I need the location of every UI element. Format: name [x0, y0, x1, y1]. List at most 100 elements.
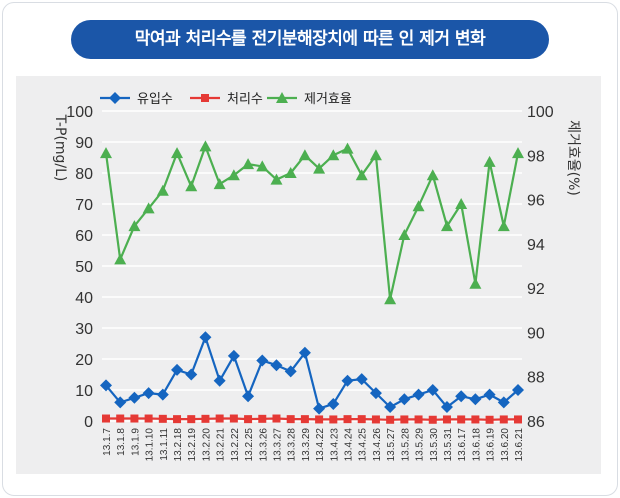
data-point-marker — [185, 368, 198, 381]
data-point-marker — [270, 359, 283, 372]
chart-title: 막여과 처리수를 전기분해장치에 따른 인 제거 변화 — [71, 20, 549, 59]
x-tick-label: 13.6.17 — [457, 428, 468, 462]
data-point-marker — [485, 415, 494, 424]
data-point-marker — [201, 94, 209, 102]
right-axis-title: 제거효율(%) — [565, 120, 581, 196]
series-처리수 — [102, 414, 522, 424]
x-tick-label: 13.5.31 — [443, 428, 454, 462]
x-tick-label: 13.4.23 — [329, 428, 340, 462]
legend-item: 처리수 — [190, 92, 263, 107]
x-tick-label: 13.4.24 — [344, 428, 355, 462]
x-tick-label: 13.2.20 — [201, 428, 212, 462]
data-point-marker — [483, 388, 496, 401]
data-point-marker — [469, 393, 482, 406]
x-tick-label: 13.1.9 — [130, 428, 141, 456]
data-point-marker — [199, 331, 212, 344]
x-tick-label: 13.1.7 — [102, 428, 113, 456]
data-point-marker — [128, 220, 141, 232]
data-point-marker — [371, 415, 380, 424]
data-point-marker — [315, 415, 324, 424]
x-tick-label: 13.6.19 — [486, 428, 497, 462]
data-point-marker — [471, 415, 480, 424]
data-point-marker — [156, 388, 169, 401]
data-point-marker — [440, 401, 453, 414]
data-point-marker — [455, 390, 468, 403]
series-제거효율 — [100, 140, 524, 305]
series-line — [105, 336, 519, 410]
x-tick-label: 13.1.10 — [145, 428, 156, 462]
data-point-marker — [514, 415, 522, 424]
data-point-marker — [512, 147, 524, 159]
data-point-marker — [144, 414, 153, 423]
data-point-marker — [298, 346, 311, 359]
series-유입수 — [100, 331, 524, 415]
left-tick-label: 30 — [75, 321, 93, 338]
data-point-marker — [213, 374, 226, 387]
data-point-marker — [242, 158, 255, 170]
data-point-marker — [116, 414, 125, 423]
data-point-marker — [270, 173, 283, 185]
data-point-marker — [227, 349, 240, 362]
right-tick-label: 100 — [527, 104, 554, 121]
data-point-marker — [398, 229, 411, 240]
data-point-marker — [171, 363, 184, 376]
x-tick-label: 13.1.8 — [116, 428, 127, 456]
data-point-marker — [102, 414, 110, 423]
gridlines — [102, 110, 522, 422]
data-point-marker — [327, 149, 340, 161]
left-axis-title: T-P(mg/L) — [52, 114, 68, 182]
x-tick-label: 13.2.25 — [244, 428, 255, 462]
right-tick-label: 88 — [527, 370, 545, 387]
data-point-marker — [256, 354, 269, 367]
left-tick-label: 0 — [84, 414, 93, 431]
data-point-marker — [156, 184, 169, 196]
data-point-marker — [426, 169, 439, 181]
x-tick-label: 13.2.19 — [187, 428, 198, 462]
data-point-marker — [355, 169, 368, 181]
x-tick-label: 13.5.29 — [415, 428, 426, 462]
data-point-marker — [412, 388, 425, 401]
data-point-marker — [329, 415, 338, 424]
data-point-marker — [327, 397, 340, 410]
data-point-marker — [469, 277, 482, 289]
x-tick-label: 13.3.28 — [287, 428, 298, 462]
data-point-marker — [313, 402, 326, 415]
x-tick-label: 13.2.22 — [230, 428, 241, 462]
left-tick-label: 50 — [75, 259, 93, 276]
data-point-marker — [313, 162, 326, 174]
data-point-marker — [128, 391, 141, 404]
data-point-marker — [142, 202, 155, 214]
x-tick-label: 13.6.18 — [471, 428, 482, 462]
legend-item: 제거효율 — [267, 92, 352, 107]
x-tick-label: 13.3.27 — [272, 428, 283, 462]
data-point-marker — [369, 387, 382, 400]
data-point-marker — [187, 415, 196, 424]
legend: 유입수 처리수 제거효율 — [100, 92, 352, 107]
x-tick-label: 13.1.11 — [159, 428, 170, 461]
data-point-marker — [213, 178, 226, 190]
data-point-marker — [497, 220, 510, 232]
x-tick-label: 13.6.20 — [500, 428, 511, 462]
data-point-marker — [341, 142, 354, 154]
left-tick-label: 10 — [75, 383, 93, 400]
x-tick-label: 13.2.18 — [173, 428, 184, 462]
legend-item: 유입수 — [100, 92, 173, 107]
data-point-marker — [284, 167, 297, 178]
x-tick-label: 13.5.27 — [386, 428, 397, 462]
x-tick-label: 13.6.21 — [514, 428, 525, 462]
x-tick-label: 13.3.29 — [301, 428, 312, 462]
x-axis-labels: 13.1.7 13.1.8 13.1.9 13.1.10 13.1.11 13.2.18 1… — [102, 428, 525, 462]
left-tick-label: 100 — [66, 104, 93, 121]
data-point-marker — [412, 200, 425, 212]
data-point-marker — [229, 414, 238, 423]
right-axis-ticks: 86 88 90 92 94 96 98 100 — [527, 104, 554, 431]
series-layer — [100, 140, 524, 424]
data-point-marker — [426, 384, 439, 396]
data-point-marker — [357, 415, 366, 424]
data-point-marker — [158, 414, 167, 423]
data-point-marker — [109, 92, 121, 104]
data-point-marker — [272, 414, 281, 423]
data-point-marker — [242, 390, 255, 403]
x-tick-label: 13.4.26 — [372, 428, 383, 462]
